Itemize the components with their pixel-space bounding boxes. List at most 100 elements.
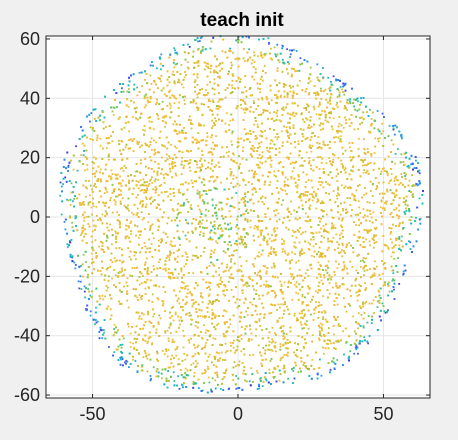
scatter-point [192, 299, 195, 301]
scatter-point [166, 355, 169, 358]
scatter-point [415, 159, 417, 162]
scatter-point [206, 83, 209, 86]
scatter-point [110, 169, 113, 172]
scatter-point [108, 275, 110, 278]
scatter-point [283, 281, 286, 284]
scatter-point [198, 353, 200, 355]
scatter-point [204, 332, 207, 334]
scatter-point [337, 89, 340, 92]
scatter-point [246, 201, 249, 203]
scatter-point [186, 61, 189, 63]
scatter-point [188, 46, 191, 48]
scatter-point [187, 374, 190, 377]
scatter-point [262, 265, 265, 267]
scatter-point [416, 184, 419, 187]
scatter-point [278, 119, 281, 122]
scatter-point [358, 224, 360, 227]
scatter-point [301, 164, 304, 167]
scatter-point [222, 359, 224, 361]
scatter-point [311, 334, 314, 337]
scatter-point [102, 298, 105, 301]
scatter-point [244, 205, 247, 207]
scatter-point [288, 126, 291, 128]
scatter-point [184, 376, 187, 379]
scatter-point [358, 253, 360, 256]
scatter-point [317, 317, 320, 319]
scatter-point [322, 295, 324, 297]
scatter-point [155, 375, 158, 378]
scatter-point [301, 294, 304, 296]
scatter-point [202, 251, 205, 253]
scatter-point [259, 161, 262, 164]
scatter-point [206, 311, 209, 313]
scatter-point [293, 167, 295, 169]
scatter-point [251, 169, 253, 172]
scatter-point [223, 321, 226, 324]
scatter-point [291, 73, 293, 76]
scatter-point [196, 96, 199, 99]
scatter-point [337, 324, 340, 327]
scatter-point [109, 223, 111, 226]
scatter-point [282, 313, 285, 315]
scatter-point [196, 166, 199, 169]
scatter-point [116, 195, 119, 198]
scatter-point [363, 274, 365, 276]
scatter-point [153, 139, 155, 142]
scatter-point [365, 301, 368, 303]
scatter-point [258, 251, 260, 254]
scatter-point [139, 296, 142, 299]
scatter-point [353, 105, 355, 108]
scatter-point [204, 316, 206, 319]
scatter-point [153, 313, 156, 315]
scatter-point [201, 49, 204, 52]
scatter-point [342, 126, 345, 129]
scatter-point [411, 174, 413, 176]
scatter-point [326, 182, 329, 185]
scatter-point [309, 193, 311, 196]
scatter-point [196, 139, 199, 142]
scatter-point [278, 218, 281, 221]
scatter-point [323, 333, 325, 336]
scatter-point [164, 330, 166, 332]
scatter-point [192, 185, 194, 188]
scatter-point [244, 195, 247, 198]
scatter-point [141, 85, 143, 88]
scatter-point [205, 65, 208, 68]
scatter-point [85, 261, 87, 263]
scatter-point [292, 278, 295, 280]
scatter-point [87, 288, 89, 290]
scatter-point [207, 295, 210, 297]
scatter-point [89, 126, 92, 129]
scatter-point [278, 61, 281, 64]
scatter-point [119, 356, 121, 359]
scatter-point [343, 353, 345, 356]
scatter-point [332, 158, 335, 161]
scatter-point [94, 323, 96, 326]
scatter-point [253, 78, 256, 81]
scatter-point [244, 218, 247, 220]
scatter-point [230, 344, 232, 347]
scatter-point [166, 236, 169, 239]
scatter-point [320, 252, 322, 254]
scatter-point [264, 129, 266, 132]
scatter-point [152, 366, 155, 369]
scatter-point [126, 277, 129, 280]
scatter-point [242, 91, 245, 94]
scatter-point [168, 102, 171, 105]
scatter-point [267, 254, 270, 257]
scatter-point [270, 285, 272, 288]
scatter-point [373, 152, 376, 154]
scatter-point [206, 365, 209, 368]
scatter-point [257, 216, 260, 218]
scatter-point [247, 138, 250, 141]
scatter-point [397, 217, 400, 220]
scatter-point [188, 314, 191, 317]
scatter-point [253, 147, 256, 149]
scatter-point [231, 80, 234, 82]
scatter-point [279, 306, 281, 309]
scatter-point [378, 137, 381, 139]
scatter-point [284, 336, 286, 339]
scatter-point [280, 203, 283, 206]
scatter-point [194, 360, 197, 362]
scatter-point [358, 323, 361, 326]
